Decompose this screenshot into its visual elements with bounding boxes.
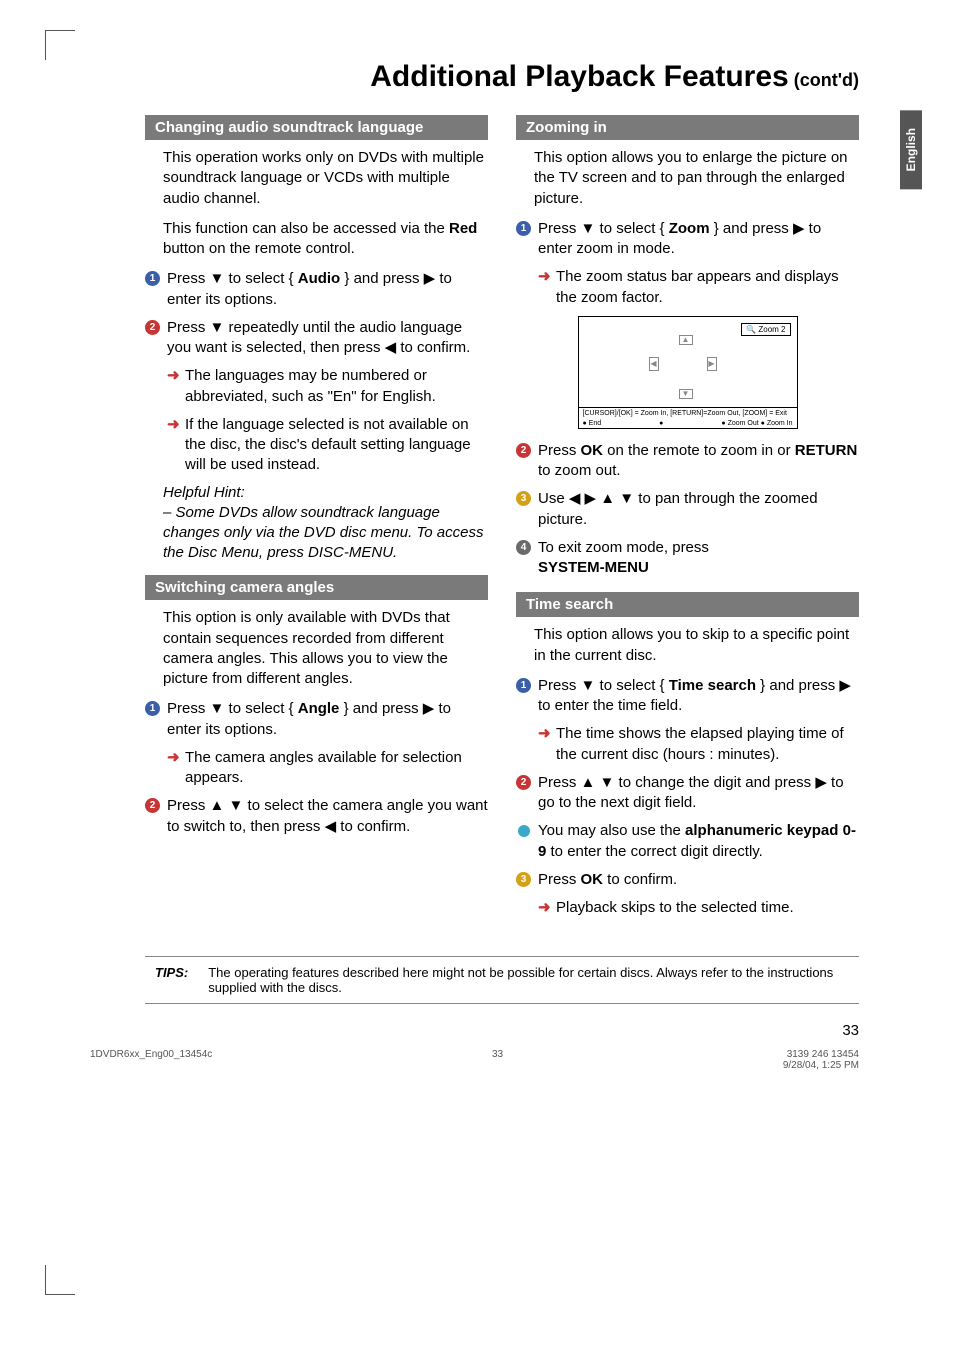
text: To exit zoom mode, press bbox=[538, 539, 709, 556]
substep-zoom-1: The zoom status bar appears and displays… bbox=[516, 267, 859, 308]
footer-right-bot: 9/28/04, 1:25 PM bbox=[783, 1060, 859, 1071]
text-bold: SYSTEM-MENU bbox=[538, 559, 649, 576]
substep-audio-2b: If the language selected is not availabl… bbox=[145, 415, 488, 476]
text: Press ▲ ▼ to change the digit and press … bbox=[538, 774, 844, 811]
step-num-2-icon: 2 bbox=[516, 775, 531, 790]
text: button on the remote control. bbox=[163, 240, 355, 257]
text: ● Zoom Out ● Zoom In bbox=[721, 420, 792, 427]
zoom-diagram: 🔍 Zoom 2 ▲ ▼ ◀ ▶ [CURSOR]/[OK] = Zoom In… bbox=[578, 316, 798, 429]
arrow-left-icon: ◀ bbox=[649, 357, 659, 371]
page-title-main: Additional Playback Features bbox=[370, 60, 788, 93]
step-num-1-icon: 1 bbox=[516, 221, 531, 236]
footer-right-top: 3139 246 13454 bbox=[783, 1049, 859, 1060]
text-bold: OK bbox=[581, 442, 604, 459]
crop-mark-bl bbox=[45, 1265, 75, 1295]
tips-label: TIPS: bbox=[155, 965, 188, 995]
footer-left: 1DVDR6xx_Eng00_13454c bbox=[90, 1049, 212, 1071]
text: Use ◀ ▶ ▲ ▼ to pan through the zoomed pi… bbox=[538, 490, 818, 527]
step-angles-2: 2 Press ▲ ▼ to select the camera angle y… bbox=[145, 796, 488, 837]
page-title-contd: (cont'd) bbox=[789, 70, 859, 90]
section-header-angles: Switching camera angles bbox=[145, 575, 488, 600]
para-audio-intro: This operation works only on DVDs with m… bbox=[145, 148, 488, 209]
text-bold: Red bbox=[449, 220, 477, 237]
step-num-3-icon: 3 bbox=[516, 491, 531, 506]
tips-body: The operating features described here mi… bbox=[208, 965, 849, 995]
step-time-bullet: You may also use the alphanumeric keypad… bbox=[516, 821, 859, 862]
step-zoom-1: 1 Press ▼ to select { Zoom } and press ▶… bbox=[516, 219, 859, 260]
text: Press bbox=[538, 442, 581, 459]
arrow-up-icon: ▲ bbox=[679, 335, 693, 345]
step-time-3: 3 Press OK to confirm. bbox=[516, 870, 859, 890]
text: This function can also be accessed via t… bbox=[163, 220, 449, 237]
text-bold: OK bbox=[581, 871, 604, 888]
text-bold: RETURN bbox=[795, 442, 858, 459]
arrow-down-icon: ▼ bbox=[679, 389, 693, 399]
text: ● End bbox=[583, 420, 602, 427]
hint-title: Helpful Hint: bbox=[145, 484, 488, 501]
text: to enter the correct digit directly. bbox=[546, 843, 762, 860]
step-num-2-icon: 2 bbox=[516, 443, 531, 458]
step-num-1-icon: 1 bbox=[516, 678, 531, 693]
text: Press ▼ to select { bbox=[538, 220, 669, 237]
text-bold: Time search bbox=[669, 677, 756, 694]
para-audio-red: This function can also be accessed via t… bbox=[145, 219, 488, 260]
step-zoom-3: 3 Use ◀ ▶ ▲ ▼ to pan through the zoomed … bbox=[516, 489, 859, 530]
zoom-bar-2: ● End ● ● Zoom Out ● Zoom In bbox=[579, 419, 797, 428]
zoom-bar-1: [CURSOR]/[OK] = Zoom In, [RETURN]=Zoom O… bbox=[579, 407, 797, 419]
section-header-time: Time search bbox=[516, 592, 859, 617]
text: to confirm. bbox=[603, 871, 677, 888]
right-column: Zooming in This option allows you to enl… bbox=[516, 109, 859, 926]
text-bold: Zoom bbox=[669, 220, 710, 237]
step-zoom-4: 4 To exit zoom mode, press SYSTEM-MENU bbox=[516, 538, 859, 579]
step-time-1: 1 Press ▼ to select { Time search } and … bbox=[516, 676, 859, 717]
page-title: Additional Playback Features (cont'd) bbox=[45, 60, 909, 94]
step-num-1-icon: 1 bbox=[145, 271, 160, 286]
language-tab: English bbox=[900, 110, 922, 189]
step-audio-1: 1 Press ▼ to select { Audio } and press … bbox=[145, 269, 488, 310]
step-zoom-2: 2 Press OK on the remote to zoom in or R… bbox=[516, 441, 859, 482]
crop-mark-tl bbox=[45, 30, 75, 60]
text: to zoom out. bbox=[538, 462, 621, 479]
step-num-2-icon: 2 bbox=[145, 798, 160, 813]
text-bold: Audio bbox=[298, 270, 341, 287]
step-angles-1: 1 Press ▼ to select { Angle } and press … bbox=[145, 699, 488, 740]
step-num-4-icon: 4 bbox=[516, 540, 531, 555]
substep-time-3: Playback skips to the selected time. bbox=[516, 898, 859, 918]
page-number: 33 bbox=[45, 1004, 909, 1039]
text: on the remote to zoom in or bbox=[603, 442, 795, 459]
text: Press ▲ ▼ to select the camera angle you… bbox=[167, 797, 488, 834]
text: You may also use the bbox=[538, 822, 685, 839]
text: Press bbox=[538, 871, 581, 888]
substep-time-1: The time shows the elapsed playing time … bbox=[516, 724, 859, 765]
text: Press ▼ to select { bbox=[167, 700, 298, 717]
substep-audio-2a: The languages may be numbered or abbrevi… bbox=[145, 366, 488, 407]
tips-row: TIPS: The operating features described h… bbox=[145, 956, 859, 1004]
hint-body: – Some DVDs allow soundtrack language ch… bbox=[145, 503, 488, 564]
step-num-2-icon: 2 bbox=[145, 320, 160, 335]
step-num-1-icon: 1 bbox=[145, 701, 160, 716]
text: ● bbox=[659, 420, 663, 427]
zoom-badge: 🔍 Zoom 2 bbox=[741, 323, 790, 336]
text: Press ▼ to select { bbox=[167, 270, 298, 287]
para-angles-intro: This option is only available with DVDs … bbox=[145, 608, 488, 689]
step-time-2: 2 Press ▲ ▼ to change the digit and pres… bbox=[516, 773, 859, 814]
section-header-audio: Changing audio soundtrack language bbox=[145, 115, 488, 140]
bullet-icon bbox=[518, 825, 530, 837]
left-column: Changing audio soundtrack language This … bbox=[145, 109, 488, 926]
text: Press ▼ to select { bbox=[538, 677, 669, 694]
section-header-zoom: Zooming in bbox=[516, 115, 859, 140]
substep-angles-1: The camera angles available for selectio… bbox=[145, 748, 488, 789]
text: Press ▼ repeatedly until the audio langu… bbox=[167, 319, 470, 356]
para-time-intro: This option allows you to skip to a spec… bbox=[516, 625, 859, 666]
arrow-right-icon: ▶ bbox=[707, 357, 717, 371]
step-num-3-icon: 3 bbox=[516, 872, 531, 887]
para-zoom-intro: This option allows you to enlarge the pi… bbox=[516, 148, 859, 209]
footer-mid: 33 bbox=[492, 1049, 503, 1071]
step-audio-2: 2 Press ▼ repeatedly until the audio lan… bbox=[145, 318, 488, 359]
footer: 1DVDR6xx_Eng00_13454c 33 3139 246 13454 … bbox=[45, 1039, 909, 1071]
text-bold: Angle bbox=[298, 700, 340, 717]
